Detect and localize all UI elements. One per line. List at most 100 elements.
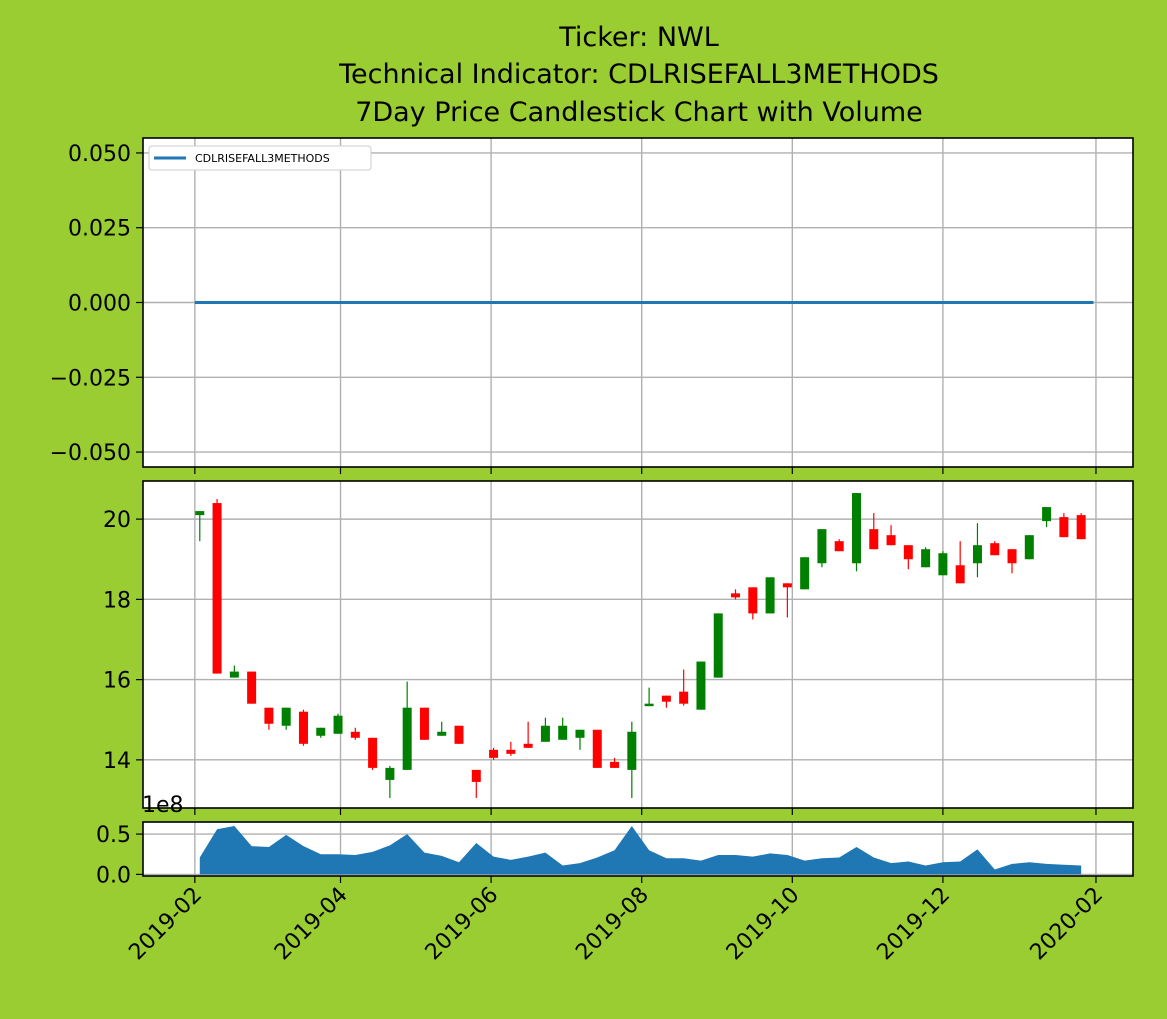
candle-up <box>540 717 550 742</box>
candle-body <box>661 695 671 702</box>
candle-down <box>592 729 602 768</box>
candle-up <box>558 717 568 740</box>
candle-body <box>558 725 568 740</box>
volume-scale-label: 1e8 <box>142 793 184 818</box>
candle-body <box>437 731 447 736</box>
candle-down <box>419 707 429 740</box>
price-y-tick-label: 14 <box>103 749 131 774</box>
candle-body <box>471 769 481 782</box>
candle-body <box>679 691 689 704</box>
candle-body <box>1007 549 1017 564</box>
candle-up <box>627 721 637 798</box>
candle-body <box>229 671 239 678</box>
indicator-y-tick-label: −0.050 <box>50 441 131 466</box>
candle-up <box>713 613 723 678</box>
candle-up <box>817 529 827 568</box>
candle-body <box>748 587 758 614</box>
candle-down <box>523 721 533 748</box>
candle-up <box>765 577 775 614</box>
candle-down <box>886 525 896 546</box>
candle-body <box>627 731 637 770</box>
candle-body <box>523 743 533 748</box>
candle-body <box>212 503 222 674</box>
candle-up <box>938 551 948 576</box>
price-panel: 14 16 18 20 <box>103 480 1134 815</box>
candle-up <box>402 681 412 770</box>
candle-body <box>800 557 810 590</box>
candle-down <box>471 769 481 798</box>
candle-down <box>489 747 499 760</box>
candle-body <box>990 543 1000 556</box>
candle-down <box>368 737 378 770</box>
candle-body <box>921 549 931 568</box>
candle-up <box>1042 507 1052 528</box>
candle-down <box>869 513 879 550</box>
candle-up <box>851 493 861 572</box>
indicator-y-tick-label: 0.025 <box>68 217 131 242</box>
candle-down <box>212 499 222 674</box>
candle-body <box>713 613 723 678</box>
candle-body <box>316 727 326 736</box>
candle-down <box>903 545 913 570</box>
indicator-panel: 0.050 0.025 0.000 −0.025 −0.050 CDLRISEFALL3M… <box>50 137 1134 474</box>
candle-body <box>350 731 360 738</box>
candle-body <box>419 707 429 740</box>
candle-down <box>610 757 620 768</box>
candle-body <box>644 703 654 707</box>
candle-up <box>229 665 239 678</box>
candle-up <box>316 727 326 738</box>
volume-y-tick-label: 0.0 <box>96 863 131 888</box>
candle-down <box>782 583 792 618</box>
chart-title-subtitle: 7Day Price Candlestick Chart with Volume <box>355 97 923 128</box>
legend-label: CDLRISEFALL3METHODS <box>195 152 330 165</box>
candle-down <box>298 709 308 746</box>
indicator-legend: CDLRISEFALL3METHODS <box>148 145 372 171</box>
candle-up <box>800 557 810 590</box>
price-y-tick-label: 18 <box>103 588 131 613</box>
candle-up <box>696 661 706 710</box>
candle-body <box>765 577 775 614</box>
candle-body <box>955 565 965 584</box>
candle-body <box>489 749 499 758</box>
candle-body <box>817 529 827 564</box>
candle-body <box>298 711 308 744</box>
candle-down <box>1059 513 1069 538</box>
volume-panel: 0.0 0.5 1e8 <box>96 793 1134 888</box>
candle-body <box>1024 535 1034 560</box>
candle-body <box>731 593 741 598</box>
candle-body <box>454 725 464 744</box>
candle-down <box>454 725 464 744</box>
candle-body <box>886 535 896 546</box>
candle-down <box>731 589 741 600</box>
candle-down <box>1076 513 1086 540</box>
candle-body <box>782 583 792 588</box>
indicator-axes-border <box>142 137 1134 468</box>
candle-body <box>1076 515 1086 540</box>
candle-down <box>748 587 758 620</box>
candle-body <box>506 749 516 754</box>
indicator-y-tick-label: −0.025 <box>50 366 131 391</box>
volume-y-tick-label: 0.5 <box>96 823 131 848</box>
indicator-y-tick-label: 0.000 <box>68 292 131 317</box>
chart-title-indicator: Technical Indicator: CDLRISEFALL3METHODS <box>338 59 939 90</box>
candle-up <box>281 707 291 730</box>
candle-body <box>1042 507 1052 522</box>
candle-up <box>195 511 205 542</box>
candle-body <box>333 715 343 734</box>
candle-down <box>955 541 965 584</box>
chart-title-ticker: Ticker: NWL <box>558 22 719 53</box>
candle-body <box>696 661 706 710</box>
candle-down <box>834 539 844 552</box>
candle-up <box>921 547 931 568</box>
candle-body <box>575 729 585 738</box>
price-axes-border <box>142 480 1134 809</box>
candle-down <box>264 707 274 730</box>
candle-body <box>851 493 861 564</box>
candle-body <box>281 707 291 726</box>
candle-body <box>195 511 205 516</box>
candle-down <box>679 669 689 706</box>
candle-up <box>575 729 585 750</box>
candle-body <box>368 737 378 768</box>
candle-body <box>385 767 395 780</box>
